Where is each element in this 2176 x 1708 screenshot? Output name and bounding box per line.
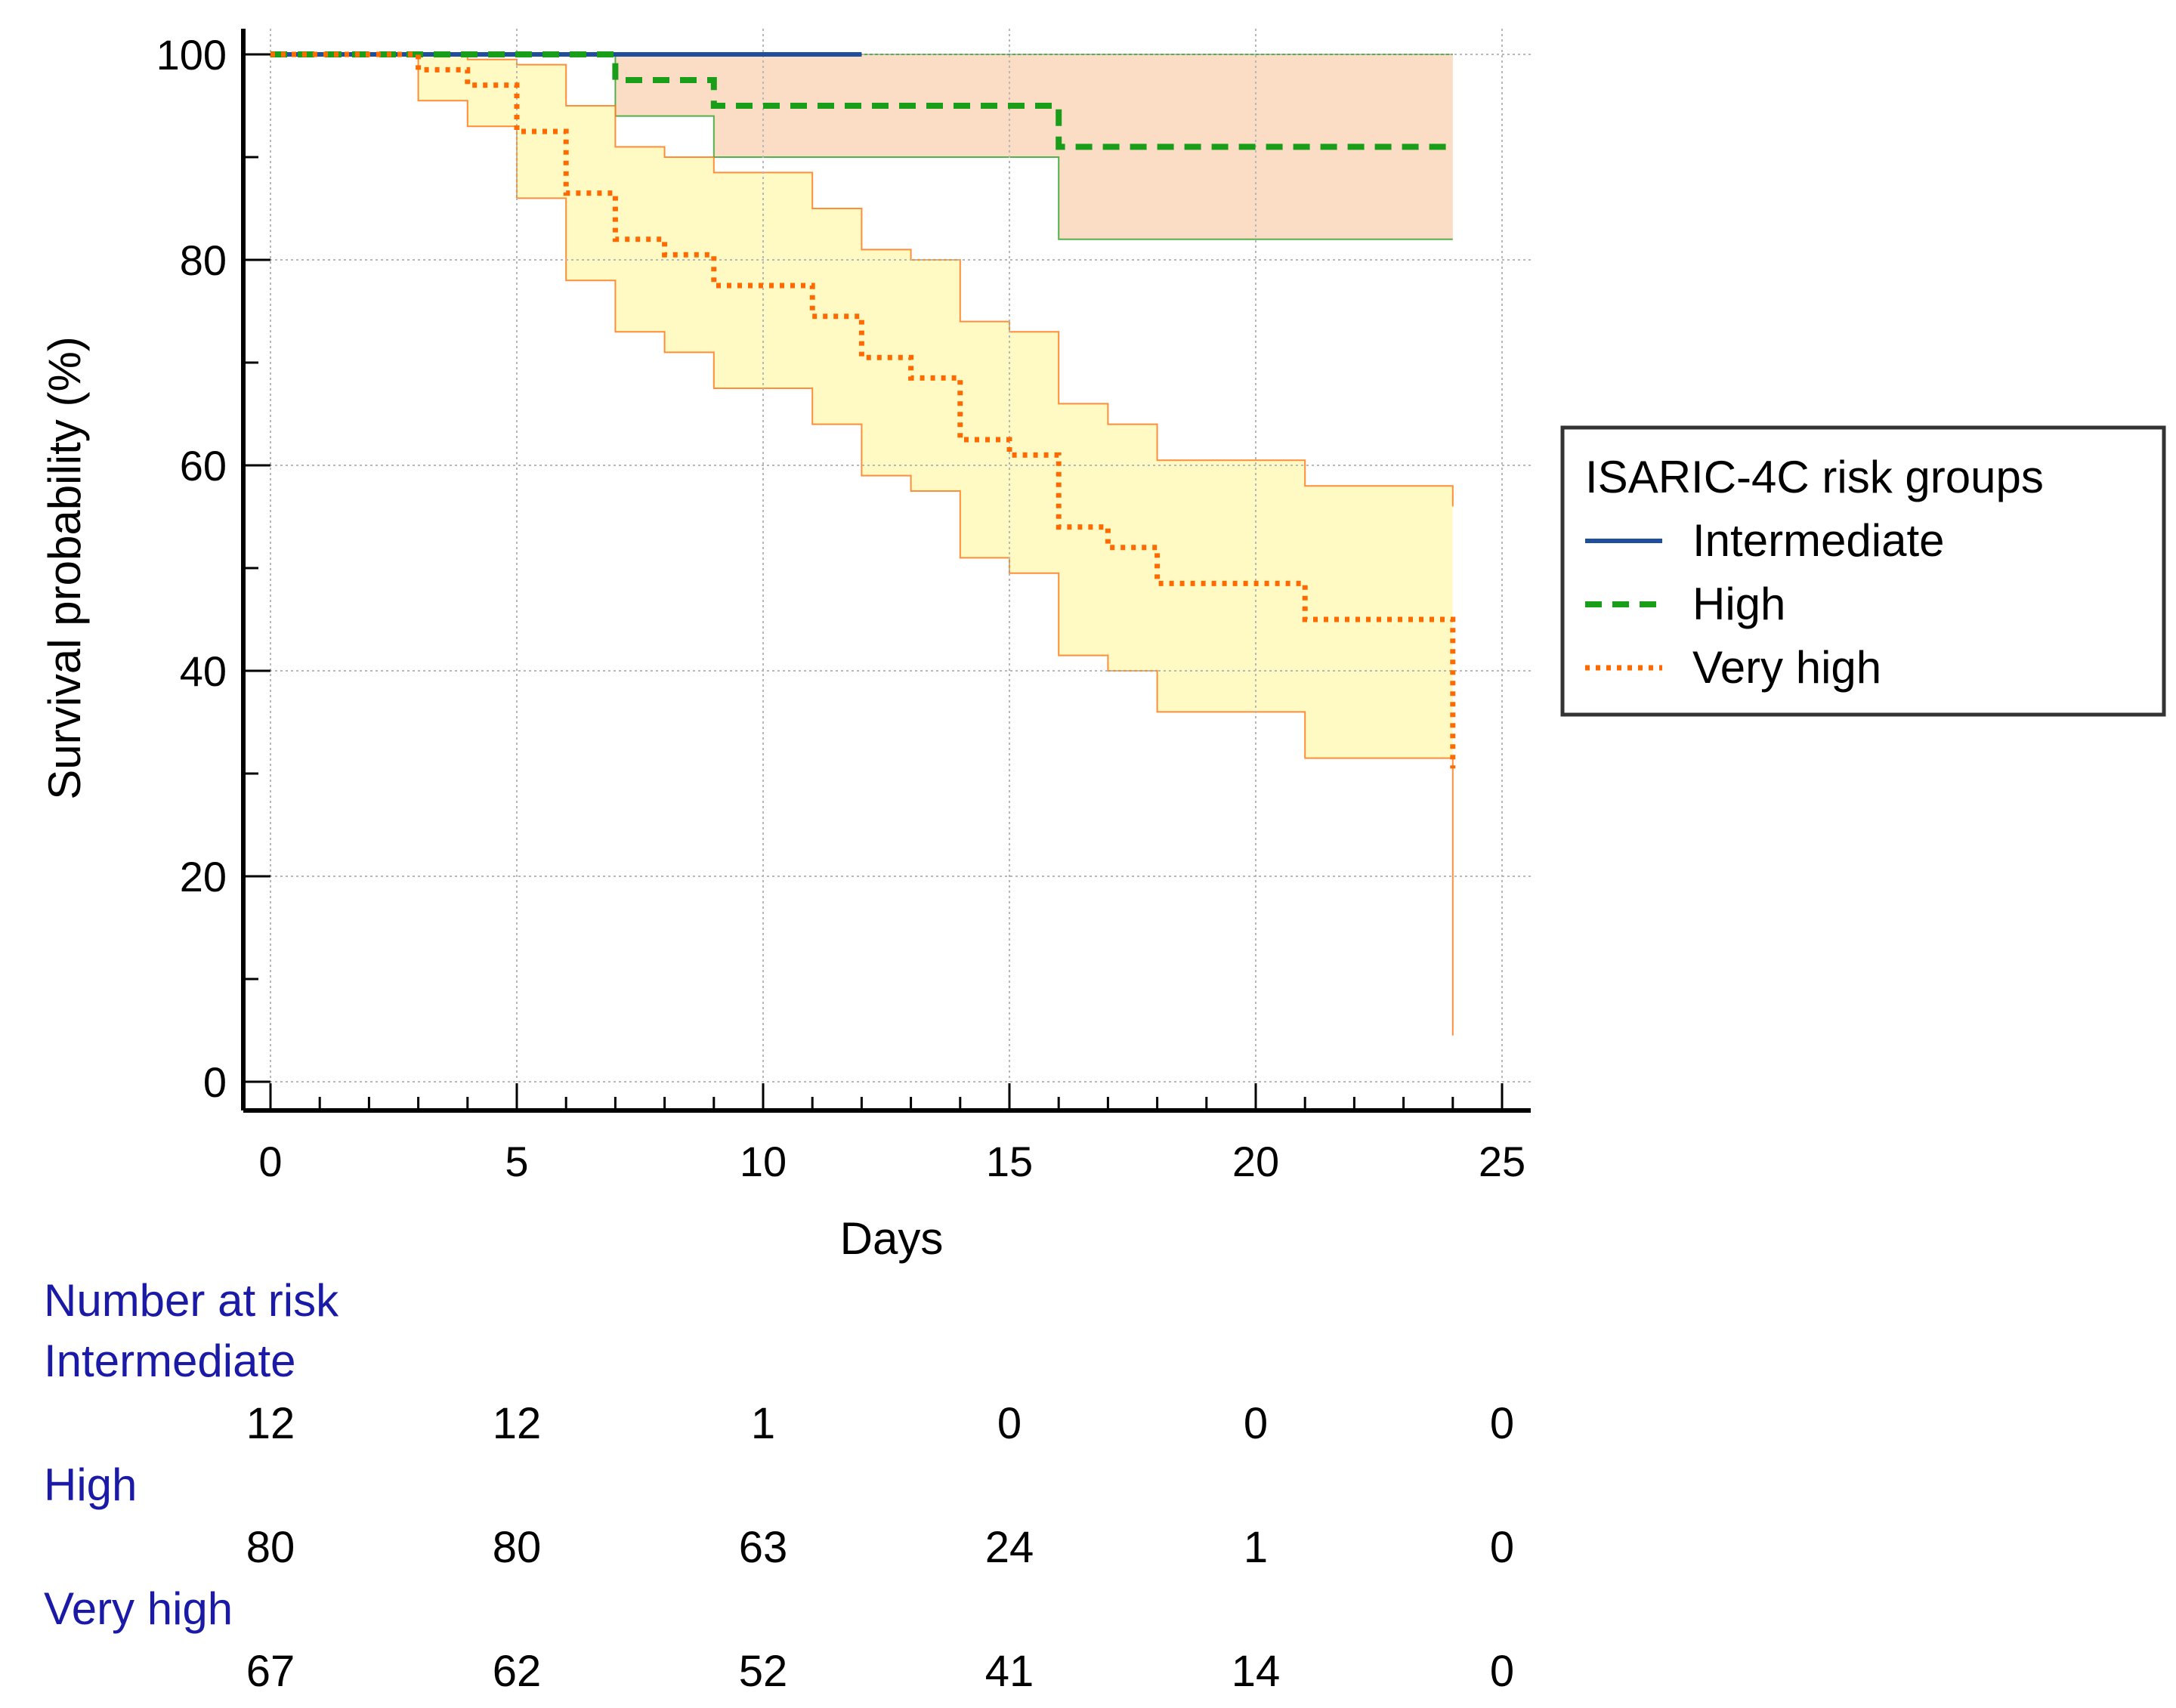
y-tick-label: 60 xyxy=(180,442,227,490)
survival-curves xyxy=(270,51,1456,769)
risk-count: 62 xyxy=(493,1647,542,1696)
y-tick-label: 80 xyxy=(180,236,227,284)
legend-label-1: High xyxy=(1692,579,1785,629)
y-tick-label: 100 xyxy=(156,31,227,79)
risk-count: 1 xyxy=(1244,1523,1268,1572)
ci-band-1 xyxy=(270,54,1453,239)
risk-count: 1 xyxy=(751,1399,775,1448)
series-line-very-high xyxy=(270,51,1456,769)
risk-count: 24 xyxy=(985,1523,1034,1572)
risk-group-name: Very high xyxy=(44,1583,233,1634)
x-tick-label: 10 xyxy=(740,1138,787,1185)
y-tick-label: 0 xyxy=(203,1058,227,1106)
risk-count: 0 xyxy=(1490,1523,1514,1572)
risk-count: 0 xyxy=(997,1399,1022,1448)
y-tick-label: 40 xyxy=(180,647,227,695)
risk-count: 80 xyxy=(493,1523,542,1572)
risk-group-name: Intermediate xyxy=(44,1336,296,1386)
axes: 0 20 40 60 80 100 0 5 10 15 20 25 xyxy=(156,29,1531,1185)
risk-count: 0 xyxy=(1244,1399,1268,1448)
risk-count: 12 xyxy=(493,1399,542,1448)
confidence-bands xyxy=(270,54,1454,1036)
y-axis-title: Survival probability (%) xyxy=(39,336,90,800)
ci-upper-2 xyxy=(270,54,1454,507)
risk-count: 14 xyxy=(1232,1647,1281,1696)
x-axis-title: Days xyxy=(840,1213,944,1264)
number-at-risk-table: Number at risk Intermediate 12 12 1 0 0 0 High 8… xyxy=(44,1275,1514,1696)
risk-count: 0 xyxy=(1490,1647,1514,1696)
x-tick-label: 20 xyxy=(1232,1138,1279,1185)
risk-group-name: High xyxy=(44,1459,137,1510)
risk-count: 41 xyxy=(985,1647,1034,1696)
y-tick-label: 20 xyxy=(180,853,227,900)
risk-count: 12 xyxy=(246,1399,295,1448)
ci-lower-2 xyxy=(270,54,1454,1036)
x-tick-label: 15 xyxy=(986,1138,1033,1185)
risk-count: 80 xyxy=(246,1523,295,1572)
gridlines xyxy=(243,29,1531,1083)
ci-band-2 xyxy=(270,54,1453,1036)
risk-count: 0 xyxy=(1490,1399,1514,1448)
risk-count: 63 xyxy=(739,1523,788,1572)
legend: ISARIC-4C risk groups Intermediate High Ve… xyxy=(1560,425,2166,717)
legend-box xyxy=(1560,425,2166,717)
x-tick-label: 0 xyxy=(258,1138,282,1185)
risk-count: 67 xyxy=(246,1647,295,1696)
x-tick-label: 25 xyxy=(1479,1138,1525,1185)
number-at-risk-title: Number at risk xyxy=(44,1275,339,1326)
x-tick-label: 5 xyxy=(505,1138,528,1185)
series-line-high xyxy=(270,51,1453,150)
risk-count: 52 xyxy=(739,1647,788,1696)
legend-label-0: Intermediate xyxy=(1692,515,1945,566)
legend-title: ISARIC-4C risk groups xyxy=(1585,452,2044,502)
legend-label-2: Very high xyxy=(1692,642,1881,693)
